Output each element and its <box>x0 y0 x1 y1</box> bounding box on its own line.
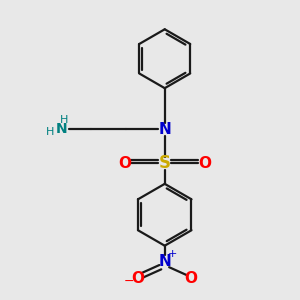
Text: N: N <box>158 122 171 137</box>
Text: N: N <box>56 122 68 136</box>
Text: O: O <box>118 156 131 171</box>
Text: N: N <box>158 254 171 269</box>
Text: −: − <box>124 274 135 287</box>
Text: +: + <box>168 249 178 259</box>
Text: O: O <box>185 271 198 286</box>
Text: H: H <box>46 127 54 137</box>
Text: S: S <box>159 154 171 172</box>
Text: H: H <box>60 115 68 125</box>
Text: O: O <box>198 156 211 171</box>
Text: O: O <box>132 271 145 286</box>
